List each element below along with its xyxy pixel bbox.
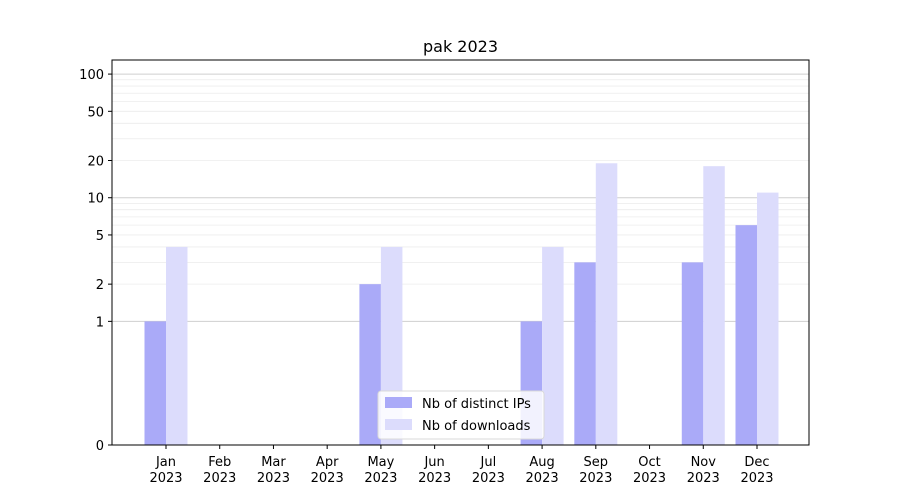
x-tick-label: Jul 2023 — [472, 455, 505, 486]
legend-box — [377, 390, 545, 440]
y-tick-label: 50 — [87, 105, 104, 120]
legend-label: Nb of distinct IPs — [422, 397, 531, 412]
bar — [542, 246, 564, 445]
x-tick-label: May 2023 — [364, 455, 397, 486]
bar — [757, 192, 779, 445]
x-tick-label: Sep 2023 — [579, 455, 612, 486]
legend-swatch — [385, 419, 412, 430]
y-tick-label: 5 — [96, 229, 104, 244]
x-tick-label: Aug 2023 — [526, 455, 559, 486]
y-tick-label: 20 — [87, 155, 104, 170]
bar — [574, 262, 596, 445]
bar — [166, 246, 188, 445]
x-tick-label: Apr 2023 — [311, 455, 344, 486]
x-tick-label: Feb 2023 — [203, 455, 236, 486]
bar — [735, 225, 757, 445]
y-tick-label: 10 — [87, 192, 104, 207]
bar — [595, 163, 618, 445]
bars — [144, 163, 779, 445]
legend-label: Nb of downloads — [422, 419, 531, 434]
y-axis: 0 1 2 5 10 20 50 100 — [79, 68, 112, 454]
x-tick-label: Mar 2023 — [257, 455, 290, 486]
x-axis: Jan 2023 Feb 2023 Mar 2023 Apr 2023 May 2023 Jun 20… — [149, 445, 774, 486]
grid-lines — [112, 73, 809, 322]
bar — [359, 284, 381, 445]
plot-frame — [111, 59, 810, 446]
x-tick-label: Jun 2023 — [418, 455, 451, 486]
bar — [703, 166, 725, 445]
y-tick-label: 1 — [96, 315, 104, 330]
y-tick-label: 2 — [96, 278, 104, 293]
legend-swatch — [385, 397, 412, 408]
x-tick-label: Jan 2023 — [149, 455, 182, 486]
bar — [681, 262, 704, 445]
x-tick-label: Nov 2023 — [687, 455, 720, 486]
x-tick-label: Oct 2023 — [633, 455, 666, 486]
chart-title: pak 2023 — [423, 37, 498, 56]
x-tick-label: Dec 2023 — [740, 455, 773, 486]
bar — [144, 321, 166, 445]
y-tick-label: 100 — [79, 68, 104, 83]
y-tick-label: 0 — [96, 439, 104, 454]
legend: Nb of distinct IPs Nb of downloads — [377, 390, 545, 440]
